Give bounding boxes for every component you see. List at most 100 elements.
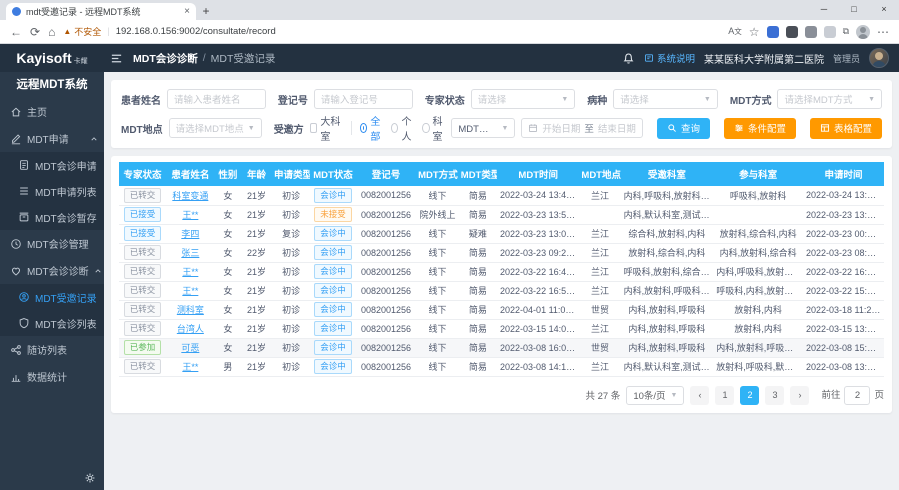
window-minimize-button[interactable]: ─: [820, 4, 828, 14]
dept-checkbox[interactable]: 大科室: [309, 113, 342, 143]
notification-bell-icon[interactable]: [622, 52, 635, 65]
checkbox-icon: [309, 123, 318, 133]
mdt-place-select[interactable]: 请选择MDT地点 ▼: [168, 118, 262, 138]
patient-name-link[interactable]: 台湾人: [176, 324, 204, 334]
user-avatar[interactable]: [869, 48, 889, 68]
status-badge: 已接受: [123, 207, 162, 222]
window-close-button[interactable]: ×: [881, 4, 887, 14]
edit-icon: [11, 133, 21, 144]
sidebar-item-数据统计[interactable]: 数据统计: [0, 363, 104, 390]
sidebar-item-主页[interactable]: 主页: [0, 98, 104, 125]
filter-label-登记号: 登记号: [277, 95, 308, 107]
sidebar-item-MDT受邀记录[interactable]: MDT受邀记录: [0, 284, 104, 310]
patient-name-link[interactable]: 科室变通: [172, 190, 209, 201]
filter-label-患者姓名: 患者姓名: [121, 95, 161, 107]
mdt-time-select[interactable]: MDT时间 ▼: [451, 118, 516, 138]
browser-tab[interactable]: mdt受邀记录 - 远程MDT系统 ×: [6, 3, 196, 20]
sidebar-item-随访列表[interactable]: 随访列表: [0, 336, 104, 363]
sidebar-item-MDT申请列表[interactable]: MDT申请列表: [0, 178, 104, 204]
sidebar-item-label: MDT会诊暂存: [35, 213, 97, 225]
patient-name-link[interactable]: 王**: [182, 210, 199, 220]
radio-全部[interactable]: 全部: [360, 113, 383, 143]
table-cell: 测科室: [166, 300, 215, 320]
next-page-button[interactable]: ›: [790, 385, 810, 405]
breadcrumb-parent[interactable]: MDT会诊诊断: [133, 52, 198, 65]
brand-suffix: 卡耀: [73, 58, 88, 65]
table-cell: 21岁: [241, 224, 272, 244]
table-cell: 2022-03-22 16:50:00: [497, 281, 580, 301]
status-badge: 会诊中: [314, 302, 352, 317]
system-help-link[interactable]: 系统说明: [644, 51, 695, 65]
page-button-2[interactable]: 2: [740, 385, 760, 405]
专家状态-select[interactable]: 请选择 ▼: [470, 89, 576, 109]
patient-name-link[interactable]: 王**: [182, 267, 199, 277]
goto-page-input[interactable]: [844, 385, 871, 405]
status-badge: 会诊中: [314, 359, 352, 374]
date-range-picker[interactable]: 开始日期 至 结束日期: [521, 118, 643, 138]
page-button-1[interactable]: 1: [715, 385, 735, 405]
patient-name-link[interactable]: 李四: [181, 229, 200, 239]
sidebar-item-MDT会诊申请[interactable]: MDT会诊申请: [0, 152, 104, 178]
extension-icon[interactable]: [766, 25, 779, 38]
search-button[interactable]: 查询: [656, 117, 710, 139]
tab-close-icon[interactable]: ×: [184, 6, 190, 17]
radio-个人[interactable]: 个人: [391, 113, 414, 143]
url-field[interactable]: ▲ 不安全 | 192.168.0.156:9002/consultate/rec…: [63, 26, 276, 37]
home-icon[interactable]: ⌂: [48, 24, 56, 39]
sidebar-collapse-icon[interactable]: [110, 52, 123, 65]
status-badge: 已接受: [123, 226, 162, 241]
back-icon[interactable]: ←: [10, 24, 22, 39]
split-screen-icon[interactable]: ⧉: [842, 26, 849, 36]
patient-name-link[interactable]: 王**: [182, 362, 199, 372]
登记号-input[interactable]: 请输入登记号: [313, 89, 413, 109]
favorite-star-icon[interactable]: ☆: [748, 24, 760, 39]
user-circle-icon: [19, 292, 29, 302]
sidebar-item-MDT会诊诊断[interactable]: MDT会诊诊断: [0, 257, 104, 284]
table-cell: 2022-03-15 13:16:26: [803, 319, 884, 339]
table-cell: 会诊中: [310, 262, 356, 282]
translate-icon[interactable]: A文: [728, 26, 742, 36]
tab-title: mdt受邀记录 - 远程MDT系统: [26, 7, 141, 17]
table-cell: 女: [214, 300, 242, 320]
table-cell: 已接受: [119, 205, 167, 225]
sidebar-item-MDT会诊暂存[interactable]: MDT会诊暂存: [0, 204, 104, 230]
page-size-select[interactable]: 10条/页 ▼: [626, 385, 685, 405]
table-cell: 会诊中: [310, 281, 356, 301]
settings-gear-icon[interactable]: [84, 472, 96, 484]
table-cell: 2022-03-22 16:40:00: [497, 262, 580, 282]
patient-name-link[interactable]: 王**: [182, 286, 199, 296]
table-row: 已转交 科室变通女 21岁 初诊 会诊中 0082001256 线下 简易 2022-03-24…: [119, 186, 884, 206]
table-config-button[interactable]: 表格配置: [809, 117, 882, 139]
table-cell: 线下: [416, 224, 459, 244]
MDT方式-select[interactable]: 请选择MDT方式 ▼: [777, 89, 883, 109]
brand-text: Kayisoft: [16, 50, 72, 66]
new-tab-button[interactable]: +: [202, 4, 210, 18]
患者姓名-input[interactable]: 请输入患者姓名: [167, 89, 266, 109]
security-warning[interactable]: ▲ 不安全: [63, 27, 102, 37]
more-menu-icon[interactable]: ⋯: [877, 24, 889, 39]
patient-name-link[interactable]: 可恶: [181, 343, 200, 353]
table-cell: 初诊: [271, 281, 311, 301]
patient-name-link[interactable]: 张三: [181, 248, 200, 258]
condition-config-button[interactable]: 条件配置: [723, 117, 796, 139]
patient-name-link[interactable]: 测科室: [176, 305, 204, 315]
window-restore-button[interactable]: □: [851, 4, 857, 14]
table-cell: 会诊中: [310, 300, 356, 320]
extension-icon[interactable]: [804, 25, 817, 38]
refresh-icon[interactable]: ⟳: [30, 24, 41, 39]
table-cell: 内科,呼吸科,放射科,综合科: [620, 186, 714, 206]
table-cell: 呼吸科,放射科: [713, 186, 803, 206]
extension-icon[interactable]: [785, 25, 798, 38]
prev-page-button[interactable]: ‹: [690, 385, 710, 405]
sidebar-item-MDT会诊管理[interactable]: MDT会诊管理: [0, 230, 104, 257]
radio-科室[interactable]: 科室: [422, 113, 445, 143]
sidebar-item-MDT申请[interactable]: MDT申请: [0, 125, 104, 152]
sidebar-item-MDT会诊列表[interactable]: MDT会诊列表: [0, 310, 104, 336]
extension-icon[interactable]: [823, 25, 836, 38]
browser-profile-avatar[interactable]: [856, 24, 870, 39]
col-header-专家状态: 专家状态: [119, 162, 167, 186]
page-button-3[interactable]: 3: [765, 385, 785, 405]
table-cell: 内科,放射科,呼吸科: [620, 300, 714, 320]
table-config-icon: [820, 124, 830, 132]
病种-select[interactable]: 请选择 ▼: [613, 89, 718, 109]
